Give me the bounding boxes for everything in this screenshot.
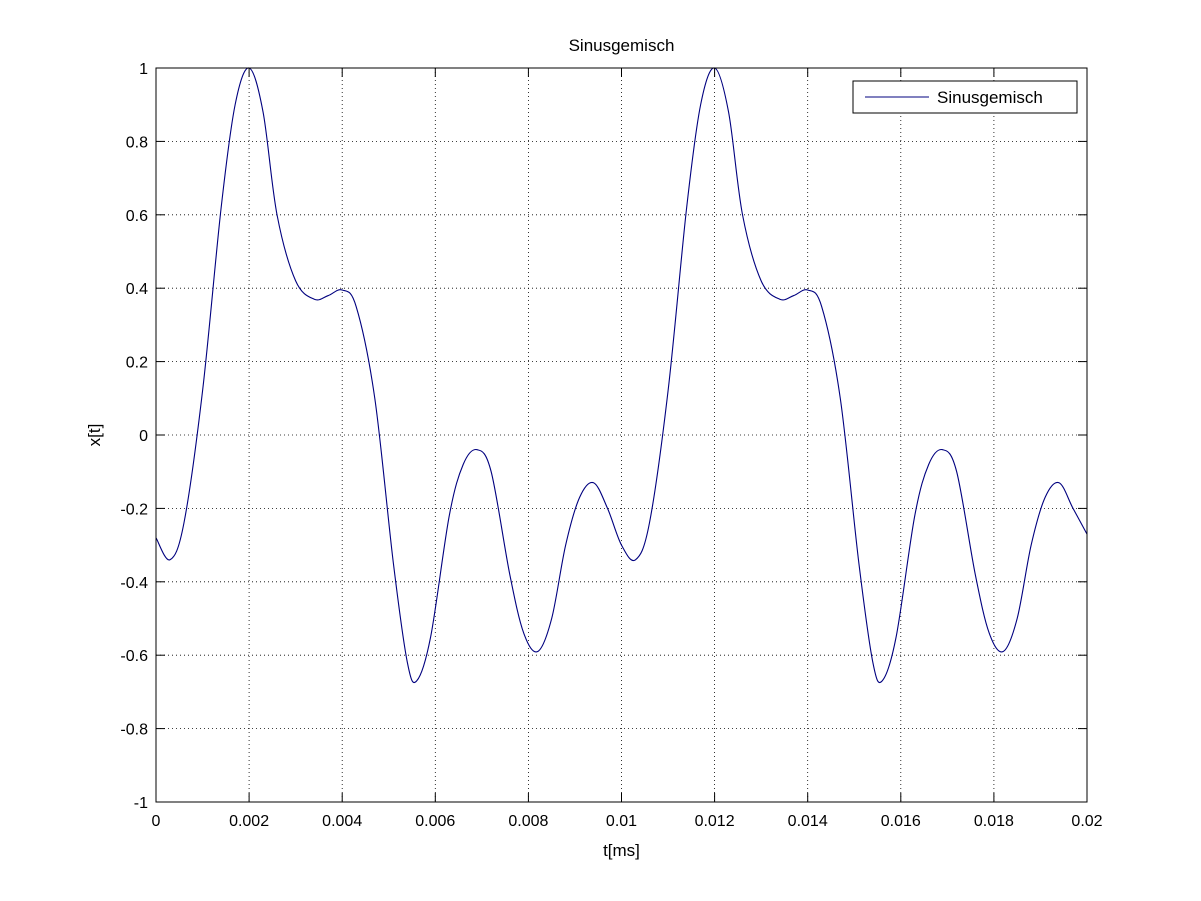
series-layer bbox=[155, 67, 1088, 684]
x-tick-label: 0.002 bbox=[229, 813, 269, 830]
y-tick-label: 0.2 bbox=[126, 355, 148, 372]
x-tick-label: 0.018 bbox=[974, 813, 1014, 830]
legend: Sinusgemisch bbox=[852, 80, 1078, 114]
chart-title: Sinusgemisch bbox=[569, 36, 675, 55]
series-line-0 bbox=[155, 67, 1088, 684]
plot-area-frame bbox=[155, 67, 1088, 803]
y-tick-label: -0.4 bbox=[120, 575, 148, 592]
y-tick-label: 0.4 bbox=[126, 281, 148, 298]
y-tick-label: 0 bbox=[139, 428, 148, 445]
x-tick-label: 0.012 bbox=[695, 813, 735, 830]
x-tick-label: 0.008 bbox=[508, 813, 548, 830]
x-tick-label: 0.02 bbox=[1071, 813, 1102, 830]
y-tick-label: 1 bbox=[139, 61, 148, 78]
x-tick-label: 0.004 bbox=[322, 813, 362, 830]
y-tick-label: 0.8 bbox=[126, 134, 148, 151]
grid bbox=[156, 68, 1087, 802]
y-tick-label: -0.8 bbox=[120, 722, 148, 739]
x-tick-label: 0.01 bbox=[606, 813, 637, 830]
x-tick-label: 0 bbox=[152, 813, 161, 830]
x-tick-label: 0.016 bbox=[881, 813, 921, 830]
legend-label: Sinusgemisch bbox=[937, 88, 1043, 107]
x-tick-label: 0.006 bbox=[415, 813, 455, 830]
x-tick-label: 0.014 bbox=[788, 813, 828, 830]
ticks: 0 0.002 0.004 0.006 0.008 0.01 0.012 0.014 0.016… bbox=[120, 61, 1102, 830]
y-tick-label: -0.6 bbox=[120, 648, 148, 665]
y-axis-title: x[t] bbox=[85, 424, 104, 447]
y-tick-label: -1 bbox=[134, 795, 148, 812]
y-tick-label: -0.2 bbox=[120, 501, 148, 518]
x-axis-title: t[ms] bbox=[603, 841, 640, 860]
y-tick-label: 0.6 bbox=[126, 208, 148, 225]
